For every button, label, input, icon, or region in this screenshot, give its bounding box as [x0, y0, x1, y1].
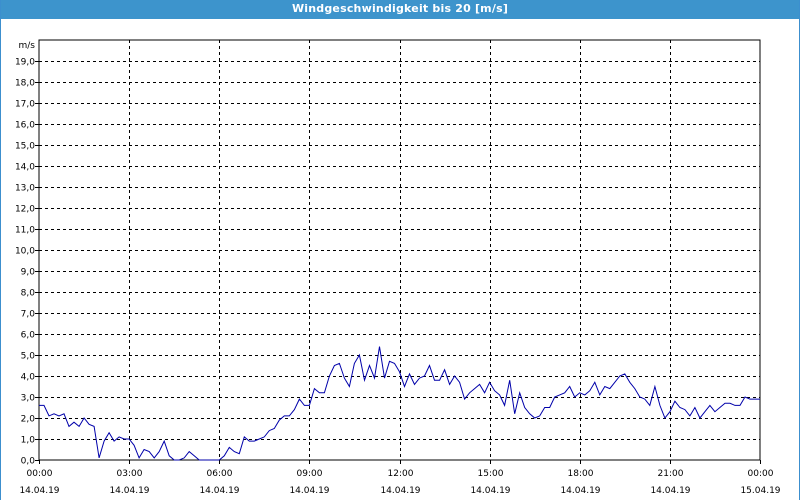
wind-speed-line [39, 346, 760, 461]
x-tick-time: 00:00 [748, 469, 774, 479]
x-tick-time: 06:00 [207, 469, 233, 479]
x-tick-date: 14.04.19 [289, 486, 329, 496]
y-tick-label: 17,0 [15, 100, 35, 110]
y-tick-label: 13,0 [15, 184, 35, 194]
y-tick-label: 1,0 [21, 436, 36, 446]
x-tick-time: 21:00 [658, 469, 684, 479]
y-tick-label: 10,0 [15, 247, 35, 257]
y-tick-label: 18,0 [15, 79, 35, 89]
x-tick-time: 03:00 [117, 469, 143, 479]
x-tick-time: 00:00 [27, 469, 53, 479]
y-tick-label: 3,0 [21, 394, 36, 404]
x-tick-date: 14.04.19 [560, 486, 600, 496]
x-tick-date: 14.04.19 [109, 486, 149, 496]
y-tick-label: 12,0 [15, 205, 35, 215]
x-tick-date: 14.04.19 [199, 486, 239, 496]
x-tick-date: 14.04.19 [380, 486, 420, 496]
y-tick-label: 0,0 [21, 457, 36, 467]
x-tick-time: 15:00 [478, 469, 504, 479]
y-tick-label: 19,0 [15, 58, 35, 68]
y-tick-label: 4,0 [21, 373, 36, 383]
y-tick-label: 6,0 [21, 331, 36, 341]
x-tick-time: 09:00 [297, 469, 323, 479]
y-tick-label: 14,0 [15, 163, 35, 173]
y-axis-label: m/s [19, 41, 36, 51]
window-title: Windgeschwindigkeit bis 20 [m/s] [1, 0, 799, 19]
y-tick-label: 16,0 [15, 121, 35, 131]
x-tick-date: 14.04.19 [470, 486, 510, 496]
y-tick-label: 8,0 [21, 289, 36, 299]
y-tick-label: 2,0 [21, 415, 36, 425]
x-tick-date: 15.04.19 [740, 486, 780, 496]
x-tick-time: 12:00 [388, 469, 414, 479]
y-tick-label: 5,0 [21, 352, 36, 362]
y-tick-label: 15,0 [15, 142, 35, 152]
x-tick-time: 18:00 [568, 469, 594, 479]
y-tick-label: 7,0 [21, 310, 36, 320]
x-tick-date: 14.04.19 [650, 486, 690, 496]
y-tick-label: 11,0 [15, 226, 35, 236]
y-tick-label: 9,0 [21, 268, 36, 278]
x-tick-date: 14.04.19 [19, 486, 59, 496]
